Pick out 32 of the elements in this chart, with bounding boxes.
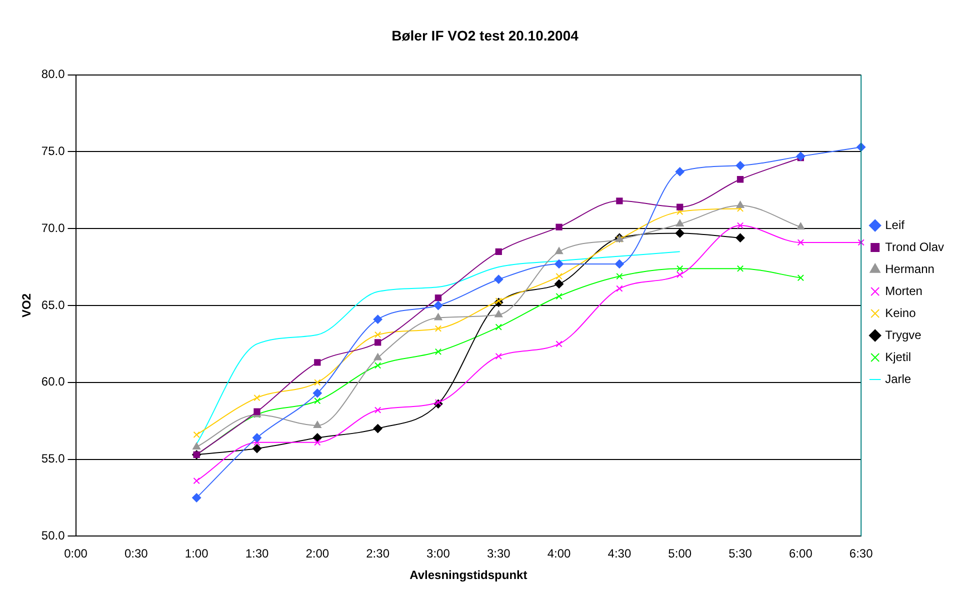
x-tick-label: 0:00 — [64, 546, 88, 561]
x-tick-label: 2:30 — [366, 546, 390, 561]
legend-label: Morten — [885, 284, 922, 298]
x-tick-label: 3:30 — [486, 546, 511, 561]
x-tick-label: 1:30 — [245, 546, 269, 561]
x-axis-title: Avlesningstidspunkt — [410, 568, 528, 582]
y-tick-label: 75.0 — [41, 144, 66, 158]
legend-label: Trygve — [885, 328, 922, 342]
legend-label: Jarle — [885, 372, 912, 386]
y-tick-label: 80.0 — [41, 67, 66, 82]
y-tick-label: 60.0 — [41, 374, 66, 389]
y-axis-title: VO2 — [20, 293, 34, 318]
x-tick-label: 6:00 — [789, 546, 813, 561]
legend-label: Hermann — [885, 262, 934, 276]
x-tick-label: 4:00 — [547, 546, 572, 561]
x-tick-label: 4:30 — [608, 546, 632, 561]
chart-title: Bøler IF VO2 test 20.10.2004 — [392, 27, 579, 44]
y-tick-label: 70.0 — [41, 220, 66, 235]
y-tick-label: 65.0 — [41, 298, 66, 312]
legend-label: Keino — [885, 306, 916, 320]
x-tick-label: 6:30 — [849, 546, 874, 561]
x-tick-label: 1:00 — [184, 546, 209, 561]
legend-label: Leif — [885, 218, 906, 232]
legend-label: Kjetil — [885, 350, 912, 364]
y-tick-label: 55.0 — [41, 452, 66, 466]
legend-label: Trond Olav — [885, 240, 944, 254]
x-tick-label: 2:00 — [306, 546, 330, 561]
x-tick-label: 5:00 — [668, 546, 692, 561]
y-tick-label: 50.0 — [41, 528, 66, 543]
x-tick-label: 3:00 — [426, 546, 450, 561]
x-tick-label: 5:30 — [728, 546, 752, 561]
x-tick-label: 0:30 — [124, 546, 148, 561]
